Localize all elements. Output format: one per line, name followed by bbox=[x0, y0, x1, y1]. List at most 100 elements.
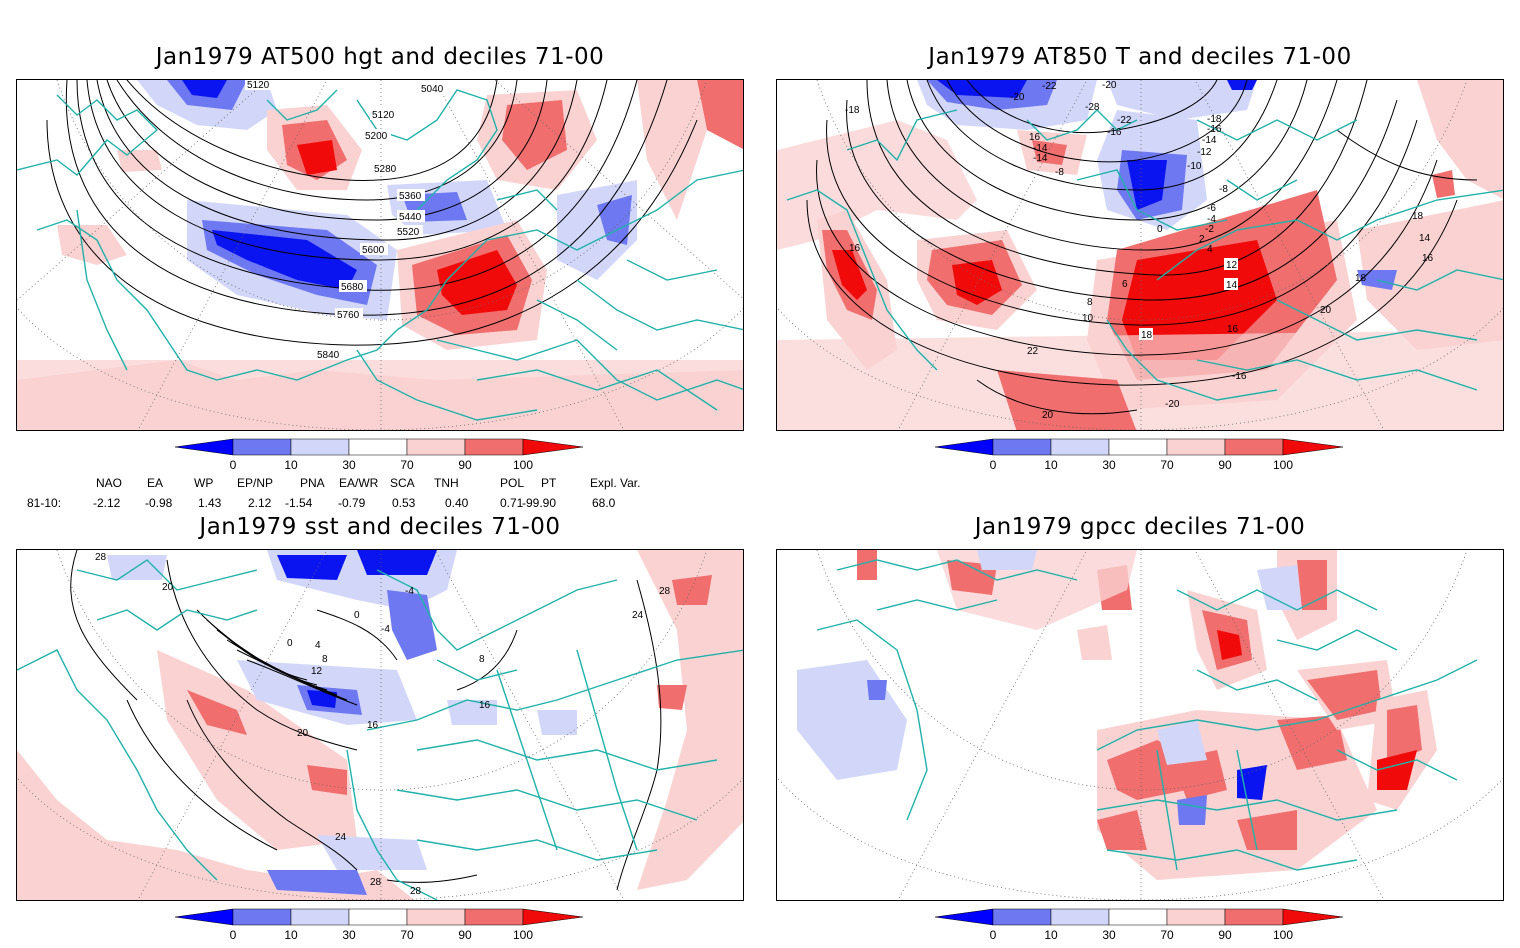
contour-label: -2 bbox=[1205, 224, 1214, 235]
contour-label: 6 bbox=[1122, 279, 1128, 290]
contour-label: -16 bbox=[1207, 124, 1222, 135]
contour-label: 18 bbox=[1412, 211, 1424, 222]
teleconnection-indices: NAO EA WP EP/NP PNA EA/WR SCA TNH POL PT… bbox=[0, 474, 760, 514]
index-name-epnp: EP/NP bbox=[237, 476, 274, 490]
contour-label: 8 bbox=[322, 654, 328, 665]
decile-shading bbox=[17, 550, 743, 900]
colorbar-at500: 0 10 30 70 90 100 bbox=[175, 438, 585, 478]
colorbar-tick: 90 bbox=[1218, 458, 1232, 472]
index-row-label: 81-10: bbox=[27, 496, 62, 510]
index-name-expl-var: Expl. Var. bbox=[590, 476, 641, 490]
contour-label: -4 bbox=[1207, 214, 1216, 225]
contour-label: 5520 bbox=[397, 227, 420, 238]
panel-title-at500: Jan1979 AT500 hgt and deciles 71-00 bbox=[155, 44, 605, 70]
contour-label: 20 bbox=[1320, 305, 1332, 316]
contour-label: -8 bbox=[1055, 167, 1064, 178]
colorbar-sst: 0 10 30 70 90 100 bbox=[175, 908, 585, 948]
colorbar-tick: 10 bbox=[284, 928, 298, 942]
contour-label: 5600 bbox=[362, 245, 385, 256]
contour-label: 5760 bbox=[337, 310, 360, 321]
index-value-pna: -1.54 bbox=[285, 496, 313, 510]
contour-label: 24 bbox=[632, 610, 644, 621]
contour-label: 5200 bbox=[365, 131, 388, 142]
contour-label: -4 bbox=[405, 586, 414, 597]
graticule bbox=[17, 80, 743, 430]
contour-label: 10 bbox=[1082, 313, 1094, 324]
contour-label: 16 bbox=[479, 700, 491, 711]
colorbar-tick: 70 bbox=[1160, 928, 1174, 942]
contour-label: 0 bbox=[287, 638, 293, 649]
colorbar-tick: 100 bbox=[512, 928, 534, 942]
contour-label: -16 bbox=[1232, 371, 1247, 382]
contour-label: -6 bbox=[1207, 203, 1216, 214]
colorbar-tick: 0 bbox=[989, 458, 997, 472]
contour-label: 20 bbox=[1042, 410, 1054, 421]
contour-label: 5120 bbox=[247, 80, 270, 91]
contour-label: 5840 bbox=[317, 350, 340, 361]
contour-label: 12 bbox=[1226, 260, 1238, 271]
contour-labels: 28 20 0 4 8 12 16 20 24 28 28 8 16 24 28… bbox=[95, 552, 671, 897]
index-name-pol: POL bbox=[500, 476, 525, 490]
contour-label: 28 bbox=[410, 886, 422, 897]
index-value-tnh: 0.40 bbox=[445, 496, 469, 510]
colorbar-tick: 0 bbox=[229, 928, 237, 942]
contour-label: -28 bbox=[1085, 102, 1100, 113]
colorbar-at850: 0 10 30 70 90 100 bbox=[935, 438, 1345, 478]
colorbar-tick: 90 bbox=[1218, 928, 1232, 942]
contour-label: -10 bbox=[1187, 161, 1202, 172]
contour-label: 20 bbox=[162, 582, 174, 593]
contour-label: 16 bbox=[1227, 324, 1239, 335]
contour-label: 16 bbox=[367, 720, 379, 731]
contour-label: 0 bbox=[1157, 224, 1163, 235]
colorbar-tick: 90 bbox=[458, 928, 472, 942]
index-value-sca: 0.53 bbox=[392, 496, 416, 510]
colorbar-tick: 10 bbox=[284, 458, 298, 472]
panel-title-gpcc: Jan1979 gpcc deciles 71-00 bbox=[974, 514, 1306, 540]
contour-label: 4 bbox=[315, 640, 321, 651]
coastlines bbox=[17, 89, 743, 421]
colorbar-tick: 70 bbox=[400, 928, 414, 942]
height-contours bbox=[46, 80, 698, 346]
contour-label: -20 bbox=[1165, 399, 1180, 410]
contour-label: 5040 bbox=[421, 84, 444, 95]
contour-label: 18 bbox=[1355, 273, 1367, 284]
contour-label: 16 bbox=[1029, 132, 1041, 143]
map-panel-sst: 28 20 0 4 8 12 16 20 24 28 28 8 16 24 28… bbox=[16, 549, 744, 901]
contour-label: 18 bbox=[1141, 330, 1153, 341]
index-value-wp: 1.43 bbox=[198, 496, 222, 510]
graticule bbox=[777, 80, 1503, 430]
contour-label: -14 bbox=[1033, 143, 1048, 154]
contour-label: 14 bbox=[1419, 233, 1431, 244]
contour-label: -14 bbox=[1033, 153, 1048, 164]
contour-label: 28 bbox=[370, 877, 382, 888]
colorbar-tick: 70 bbox=[1160, 458, 1174, 472]
contour-label: 2 bbox=[1199, 234, 1205, 245]
contour-label: 5360 bbox=[399, 191, 422, 202]
colorbar-gpcc: 0 10 30 70 90 100 bbox=[935, 908, 1345, 948]
index-value-pol: 0.71 bbox=[500, 496, 524, 510]
contour-label: 12 bbox=[311, 666, 323, 677]
contour-label: 5680 bbox=[341, 282, 364, 293]
graticule bbox=[17, 550, 743, 900]
index-value-pt: -99.90 bbox=[522, 496, 557, 510]
contour-label: 8 bbox=[1087, 297, 1093, 308]
index-name-eawr: EA/WR bbox=[339, 476, 379, 490]
decile-shading bbox=[797, 550, 1437, 880]
contour-label: 0 bbox=[354, 610, 360, 621]
colorbar-swatches bbox=[935, 438, 1344, 456]
index-value-ea: -0.98 bbox=[145, 496, 173, 510]
map-panel-at500: 5120 5040 5120 5200 5280 5360 5440 5520 … bbox=[16, 79, 744, 431]
contour-label: 4 bbox=[1207, 244, 1213, 255]
colorbar-tick: 100 bbox=[1272, 458, 1294, 472]
index-name-pna: PNA bbox=[300, 476, 325, 490]
temperature-contours bbox=[806, 80, 1478, 415]
contour-label: -20 bbox=[1010, 92, 1025, 103]
colorbar-swatches bbox=[175, 438, 584, 456]
panel-title-sst: Jan1979 sst and deciles 71-00 bbox=[199, 514, 561, 540]
index-name-ea: EA bbox=[147, 476, 164, 490]
colorbar-tick: 30 bbox=[342, 928, 356, 942]
colorbar-swatches bbox=[175, 908, 584, 926]
contour-label: -14 bbox=[1202, 135, 1217, 146]
contour-label: 22 bbox=[1027, 346, 1039, 357]
contour-label: 24 bbox=[335, 832, 347, 843]
